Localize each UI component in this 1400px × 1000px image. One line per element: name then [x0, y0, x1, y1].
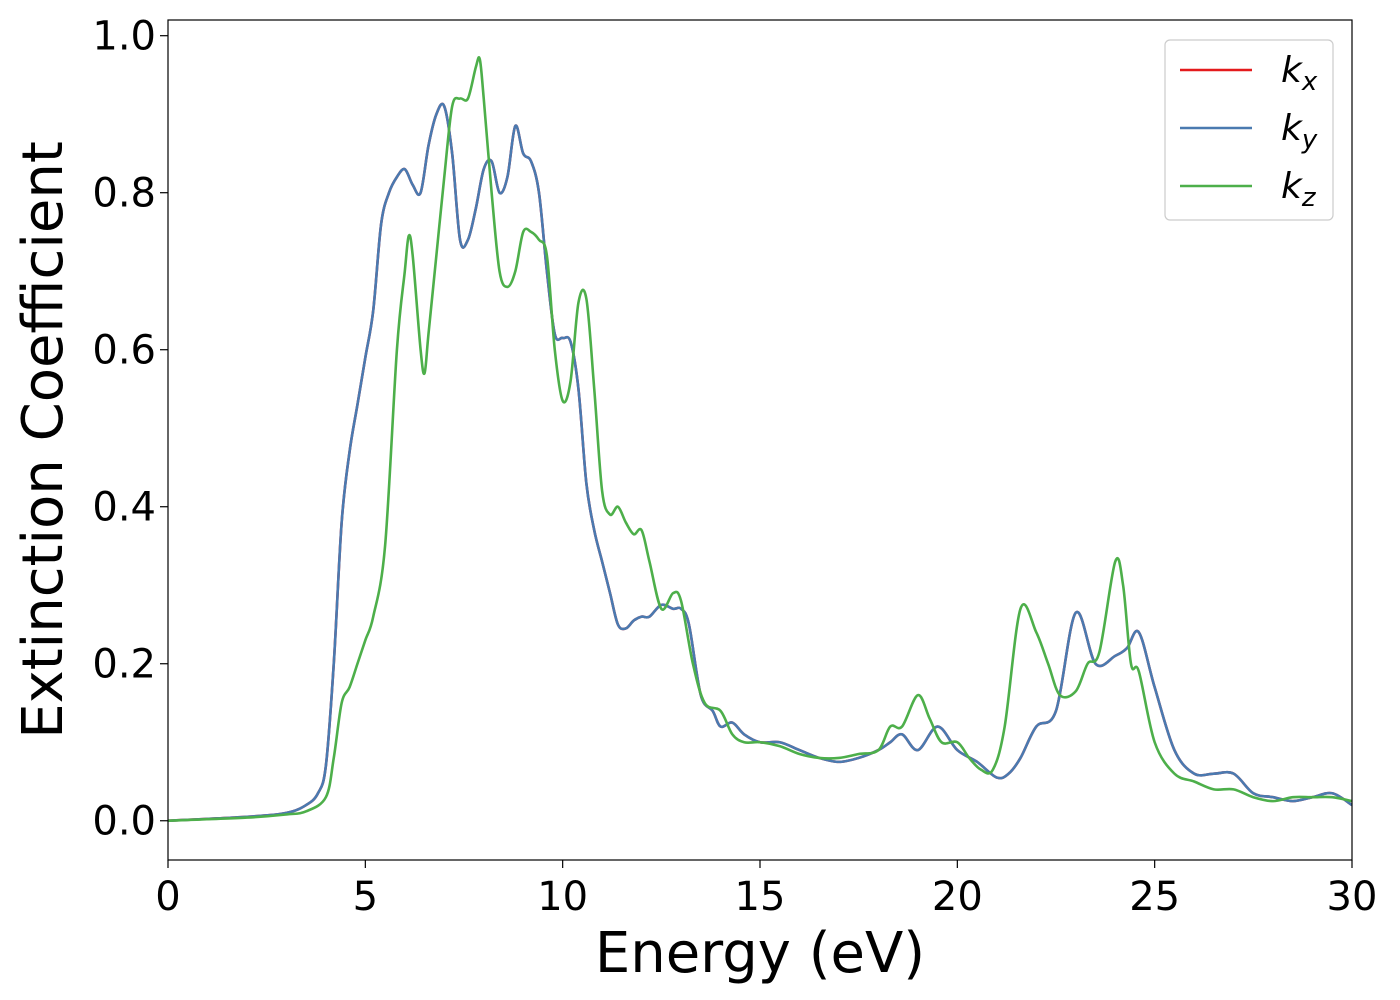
legend-label-kx: kx — [1281, 50, 1318, 97]
series-line-kz — [168, 56, 1352, 823]
legend-box — [1164, 39, 1334, 221]
x-axis-label: Energy (eV) — [595, 921, 925, 986]
y-tick-label: 1.0 — [92, 14, 156, 60]
x-axis: 0 5 10 15 20 25 30 — [155, 860, 1377, 920]
x-tick-label: 10 — [537, 874, 588, 920]
legend: kx ky kz — [1164, 39, 1334, 221]
y-tick-label: 0.0 — [92, 799, 156, 845]
legend-label-ky: ky — [1281, 108, 1318, 155]
x-tick-label: 20 — [932, 874, 983, 920]
x-tick-label: 0 — [155, 874, 180, 920]
x-tick-label: 15 — [735, 874, 786, 920]
series-line-ky — [168, 102, 1352, 823]
x-tick-label: 25 — [1129, 874, 1180, 920]
x-tick-label: 5 — [353, 874, 378, 920]
legend-label-kz: kz — [1281, 166, 1317, 213]
y-tick-label: 0.6 — [92, 328, 156, 374]
y-tick-label: 0.8 — [92, 171, 156, 217]
y-axis: 0.0 0.2 0.4 0.6 0.8 1.0 — [92, 14, 168, 845]
x-tick-label: 30 — [1327, 874, 1378, 920]
y-axis-label: Extinction Coefficient — [11, 141, 76, 739]
y-tick-label: 0.2 — [92, 642, 156, 688]
plot-lines — [168, 56, 1352, 823]
y-tick-label: 0.4 — [92, 485, 156, 531]
